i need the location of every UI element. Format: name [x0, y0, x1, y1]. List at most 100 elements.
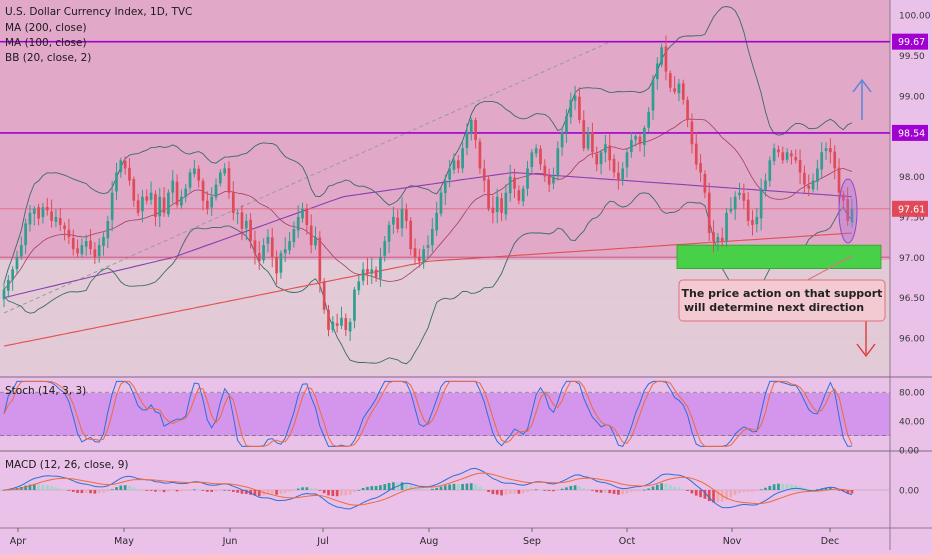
time-tick-label: Nov — [723, 536, 742, 547]
candle-body — [270, 237, 274, 258]
candle-body — [768, 160, 772, 181]
macd-histogram-bar — [777, 483, 780, 490]
candle-body — [158, 196, 162, 217]
candle-body — [660, 47, 663, 65]
candle-body — [223, 168, 226, 174]
macd-histogram-bar — [175, 490, 179, 492]
candle-body — [162, 197, 166, 213]
stoch-legend: Stoch (14, 3, 3) — [5, 385, 87, 397]
candle-body — [374, 269, 378, 278]
macd-histogram-bar — [556, 490, 560, 491]
macd-histogram-bar — [846, 490, 850, 494]
macd-histogram-bar — [785, 483, 789, 490]
macd-histogram-bar — [171, 490, 175, 491]
macd-histogram-bar — [305, 487, 309, 490]
candle-body — [348, 321, 352, 332]
candle-body — [547, 175, 551, 185]
macd-histogram-bar — [63, 489, 66, 491]
macd-histogram-bar — [141, 489, 144, 491]
macd-histogram-bar — [539, 489, 542, 491]
legend-bb: BB (20, close, 2) — [5, 52, 92, 64]
candle-body — [482, 168, 486, 181]
macd-histogram-bar — [547, 490, 551, 492]
candle-body — [439, 192, 443, 214]
macd-histogram-bar — [435, 487, 438, 490]
candle-body — [58, 217, 62, 225]
macd-histogram-bar — [617, 490, 620, 495]
macd-histogram-bar — [694, 490, 698, 496]
candle-body — [582, 120, 586, 149]
macd-histogram-bar — [58, 488, 62, 490]
macd-histogram-bar — [699, 490, 702, 498]
macd-histogram-bar — [751, 490, 754, 492]
candle-body — [80, 245, 84, 255]
macd-histogram-bar — [283, 490, 287, 493]
candle-body — [50, 211, 53, 221]
candle-body — [751, 219, 754, 225]
candle-body — [67, 229, 71, 238]
candle-body — [604, 144, 607, 153]
candle-body — [448, 168, 451, 180]
macd-histogram-bar — [448, 484, 451, 490]
macd-histogram-bar — [829, 487, 832, 490]
candle-body — [28, 212, 32, 225]
candle-body — [673, 88, 676, 92]
candle-body — [435, 212, 438, 231]
candle-body — [89, 240, 92, 250]
candle-body — [820, 152, 824, 170]
macd-histogram-bar — [244, 490, 248, 494]
candle-body — [504, 192, 508, 215]
price-tick-label: 96.50 — [899, 294, 925, 304]
candle-body — [322, 281, 326, 310]
macd-histogram-bar — [764, 487, 767, 490]
macd-histogram-bar — [755, 490, 759, 492]
candle-body — [383, 241, 387, 256]
candle-body — [6, 279, 10, 291]
macd-histogram-bar — [811, 489, 815, 491]
candle-body — [578, 96, 581, 120]
macd-histogram-bar — [655, 484, 659, 490]
candle-body — [37, 207, 40, 219]
macd-histogram-bar — [67, 490, 71, 491]
candle-body — [54, 216, 58, 222]
macd-histogram-bar — [712, 490, 715, 503]
candle-body — [508, 176, 512, 194]
macd-signal-line — [3, 472, 853, 506]
macd-histogram-bar — [681, 489, 685, 490]
candle-body — [712, 232, 715, 242]
macd-histogram-bar — [28, 484, 32, 490]
macd-histogram-bar — [582, 488, 586, 490]
candle-body — [409, 220, 413, 250]
time-tick-label: May — [114, 536, 134, 547]
candle-body — [586, 132, 590, 149]
candle-body — [231, 192, 235, 213]
candle-body — [106, 220, 110, 239]
candle-body — [335, 323, 339, 326]
macd-histogram-bar — [405, 483, 408, 490]
macd-histogram-bar — [595, 490, 599, 493]
candle-body — [699, 163, 702, 173]
macd-histogram-bar — [154, 490, 157, 492]
candle-body — [400, 208, 404, 229]
macd-histogram-bar — [651, 486, 655, 490]
macd-histogram-bar — [102, 490, 105, 493]
macd-histogram-bar — [565, 487, 568, 490]
candle-body — [443, 180, 447, 194]
dashed-trendline — [3, 40, 613, 314]
macd-histogram-bar — [214, 490, 218, 492]
candle-body — [45, 207, 49, 211]
price-tick-label: 97.00 — [899, 254, 925, 264]
macd-histogram-bar — [508, 490, 512, 494]
candle-body — [275, 257, 278, 274]
candle-body — [296, 216, 300, 231]
macd-histogram-bar — [322, 490, 326, 494]
macd-histogram-bar — [495, 490, 499, 495]
candle-body — [474, 120, 477, 141]
annotation-text-line2: will determine next direction — [684, 301, 864, 314]
macd-histogram-bar — [504, 490, 508, 495]
macd-histogram-bar — [560, 488, 564, 490]
candle-body — [244, 220, 248, 229]
macd-histogram-bar — [634, 490, 638, 492]
candle-body — [569, 99, 573, 118]
candle-body — [690, 121, 694, 145]
